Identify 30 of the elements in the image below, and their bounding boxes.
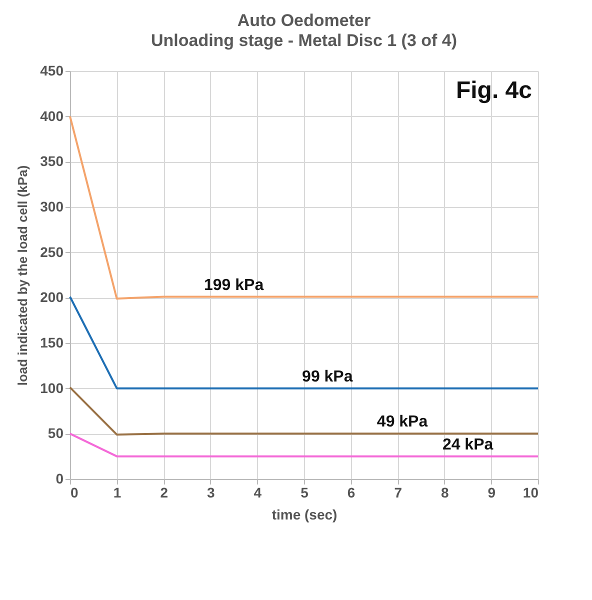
y-tick-label: 100 xyxy=(40,380,64,396)
x-tick-label: 10 xyxy=(522,484,539,500)
x-tick-label: 0 xyxy=(70,484,78,500)
annotation: 99 kPa xyxy=(302,368,353,386)
x-tick-label: 3 xyxy=(207,484,215,500)
y-tick-label: 300 xyxy=(40,198,64,214)
x-tick-label: 4 xyxy=(254,484,262,500)
y-tick-label: 150 xyxy=(40,334,64,350)
chart-subtitle: Unloading stage - Metal Disc 1 (3 of 4) xyxy=(150,31,458,50)
y-tick-label: 400 xyxy=(40,108,64,124)
y-tick-label: 0 xyxy=(56,470,64,486)
y-tick-label: 350 xyxy=(40,153,64,170)
x-tick-label: 6 xyxy=(347,484,356,500)
annotation: 24 kPa xyxy=(442,436,494,454)
y-axis-title: load indicated by the load cell (kPa) xyxy=(15,165,30,386)
y-tick-label: 50 xyxy=(48,425,64,442)
annotation: 199 kPa xyxy=(204,276,264,294)
x-tick-label: 1 xyxy=(113,484,122,500)
chart-title: Auto Oedometer xyxy=(237,11,371,30)
annotation: 49 kPa xyxy=(376,414,428,431)
annotation: Fig. 4c xyxy=(456,77,532,104)
y-tick-label: 200 xyxy=(40,289,64,306)
x-tick-label: 2 xyxy=(160,484,168,500)
y-tick-label: 250 xyxy=(40,244,64,260)
x-tick-label: 9 xyxy=(488,484,496,500)
x-tick-label: 5 xyxy=(300,484,309,500)
x-tick-label: 7 xyxy=(394,484,402,500)
x-axis-title: time (sec) xyxy=(272,506,338,522)
y-tick-label: 450 xyxy=(40,62,64,78)
x-tick-label: 8 xyxy=(441,484,449,500)
